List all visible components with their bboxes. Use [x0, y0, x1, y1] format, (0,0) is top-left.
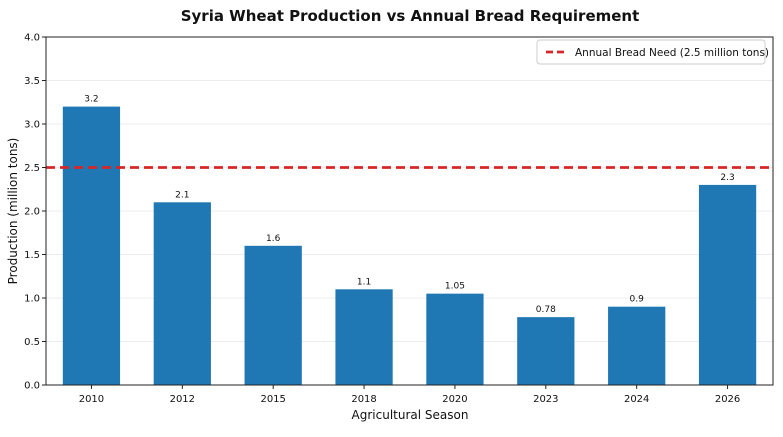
y-tick-label: 2.5: [24, 163, 40, 174]
legend-label: Annual Bread Need (2.5 million tons): [575, 47, 769, 59]
bar: [244, 245, 302, 385]
x-tick-label: 2020: [442, 394, 467, 405]
y-axis-label: Production (million tons): [6, 138, 20, 285]
x-tick-label: 2010: [79, 394, 104, 405]
x-tick-label: 2023: [533, 394, 558, 405]
chart-title: Syria Wheat Production vs Annual Bread R…: [181, 7, 640, 25]
bar-data-label: 1.1: [357, 277, 371, 287]
y-tick-label: 4.0: [24, 33, 40, 44]
bar: [608, 306, 666, 385]
y-tick-label: 0.5: [24, 337, 40, 348]
bar: [698, 184, 757, 385]
y-tick-label: 3.0: [24, 120, 40, 131]
x-tick-label: 2024: [624, 394, 649, 405]
x-tick-label: 2012: [170, 394, 195, 405]
y-tick-label: 3.5: [24, 76, 40, 87]
bar-data-label: 3.2: [84, 95, 98, 105]
bar-data-label: 2.1: [175, 190, 189, 200]
x-tick-label: 2015: [260, 394, 285, 405]
bar-data-label: 1.05: [445, 282, 465, 292]
y-tick-label: 2.0: [24, 207, 40, 218]
x-tick-label: 2026: [715, 394, 740, 405]
bar: [62, 106, 121, 385]
y-tick-label: 0.0: [24, 381, 40, 392]
bar: [335, 289, 393, 385]
x-tick-label: 2018: [351, 394, 376, 405]
bar: [426, 293, 484, 385]
bar-data-label: 0.9: [630, 295, 645, 305]
y-tick-label: 1.5: [24, 250, 40, 261]
legend-box: [536, 39, 766, 65]
bar: [517, 317, 575, 385]
bar: [153, 202, 211, 385]
bar-data-label: 1.6: [266, 234, 281, 244]
x-axis-label: Agricultural Season: [352, 408, 469, 422]
y-tick-label: 1.0: [24, 294, 40, 305]
bar-data-label: 0.78: [536, 305, 556, 315]
bar-data-label: 2.3: [720, 173, 734, 183]
